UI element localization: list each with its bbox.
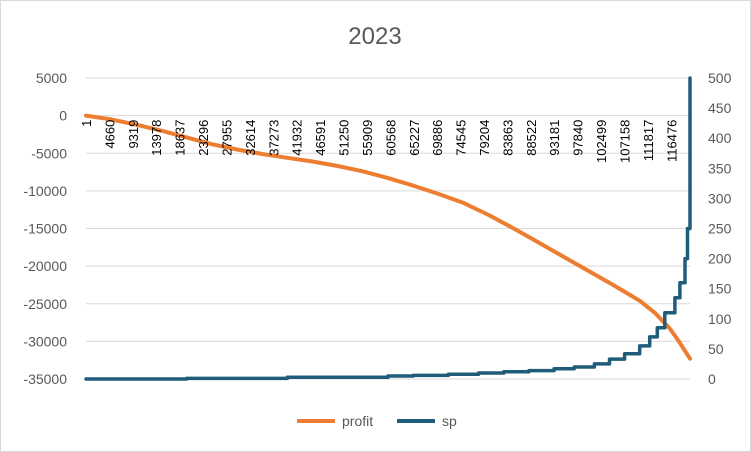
category-labels: 1 4660 9319 13978 18637 23296 27955 32614 37273 4… <box>79 120 679 163</box>
category-label: 69886 <box>430 120 445 156</box>
category-label: 88522 <box>524 120 539 156</box>
right-axis-tick-label: 250 <box>708 221 732 237</box>
category-label: 51250 <box>337 120 352 156</box>
category-label: 41932 <box>290 120 305 156</box>
category-label: 4660 <box>102 120 117 149</box>
left-axis-tick-label: 5000 <box>36 70 67 86</box>
category-label: 93181 <box>547 120 562 156</box>
left-axis-tick-label: -10000 <box>23 183 67 199</box>
right-axis-tick-label: 0 <box>708 371 716 387</box>
left-axis-tick-label: -15000 <box>23 221 67 237</box>
right-axis-tick-label: 200 <box>708 251 732 267</box>
category-label: 13978 <box>149 120 164 156</box>
series-line-profit <box>84 113 692 361</box>
right-axis-tick-label: 50 <box>708 341 724 357</box>
legend-label-profit: profit <box>342 413 373 429</box>
category-label: 60568 <box>383 120 398 156</box>
right-axis-tick-label: 100 <box>708 311 732 327</box>
category-label: 23296 <box>196 120 211 156</box>
category-label: 83863 <box>500 120 515 156</box>
category-label: 79204 <box>477 120 492 156</box>
category-label: 37273 <box>266 120 281 156</box>
left-axis-tick-label: -20000 <box>23 258 67 274</box>
category-label: 27955 <box>220 120 235 156</box>
right-axis-tick-label: 300 <box>708 190 732 206</box>
chart-title: 2023 <box>348 23 401 50</box>
left-axis-tick-label: -25000 <box>23 296 67 312</box>
category-label: 18637 <box>173 120 188 156</box>
legend: profit sp <box>297 413 457 429</box>
legend-label-sp: sp <box>442 413 457 429</box>
category-label: 97840 <box>571 120 586 156</box>
right-axis-tick-label: 400 <box>708 130 732 146</box>
category-label: 1 <box>79 120 94 127</box>
category-label: 116476 <box>664 120 679 162</box>
right-axis-tick-label: 350 <box>708 160 732 176</box>
category-label: 111817 <box>641 120 656 161</box>
category-label: 32614 <box>243 120 258 156</box>
left-axis-tick-label: -5000 <box>31 145 67 161</box>
series-line-sp <box>84 76 692 381</box>
right-axis-tick-label: 450 <box>708 100 732 116</box>
right-axis-tick-label: 500 <box>708 70 732 86</box>
category-label: 46591 <box>313 120 328 156</box>
category-label: 107158 <box>617 120 632 163</box>
right-axis-tick-label: 150 <box>708 281 732 297</box>
category-label: 74545 <box>454 120 469 156</box>
left-axis-tick-label: -30000 <box>23 333 67 349</box>
category-label: 9319 <box>126 120 141 149</box>
category-label: 102499 <box>594 120 609 163</box>
category-label: 65227 <box>407 120 422 156</box>
left-axis-tick-label: 0 <box>59 108 67 124</box>
left-axis-tick-label: -35000 <box>23 371 67 387</box>
left-axis-ticks: 5000 0 -5000 -10000 -15000 -20000 -25000 -30000… <box>23 70 67 387</box>
category-label: 55909 <box>360 120 375 156</box>
series-lines <box>84 76 692 381</box>
